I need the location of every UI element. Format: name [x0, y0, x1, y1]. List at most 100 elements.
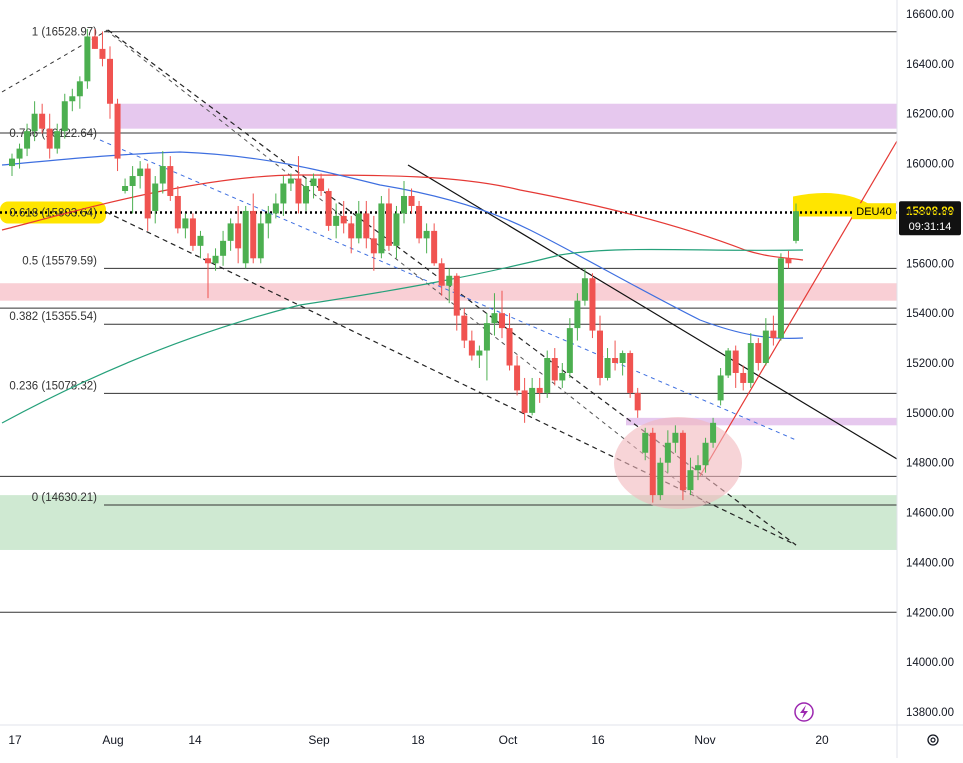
candle-body[interactable] [740, 372, 747, 383]
candle-body[interactable] [710, 422, 717, 443]
candle-body[interactable] [84, 36, 91, 82]
blue-dashed-channel[interactable] [99, 139, 797, 441]
candle-body[interactable] [725, 350, 732, 376]
green-zone[interactable] [0, 495, 897, 550]
purple-zone-lower[interactable] [626, 417, 897, 426]
candle-body[interactable] [370, 238, 377, 254]
candle-body[interactable] [499, 313, 505, 329]
candle-body[interactable] [393, 213, 400, 246]
candle-body[interactable] [174, 195, 181, 229]
candle-body[interactable] [679, 432, 686, 491]
candle-body[interactable] [333, 215, 340, 226]
candle-body[interactable] [416, 205, 423, 239]
candle-body[interactable] [431, 230, 438, 264]
candle-body[interactable] [76, 81, 83, 97]
candle-body[interactable] [755, 343, 762, 363]
candle-body[interactable] [167, 166, 174, 196]
candle-body[interactable] [363, 213, 370, 239]
candle-body[interactable] [770, 330, 777, 339]
candle-body[interactable] [287, 178, 294, 184]
candle-body[interactable] [325, 190, 332, 226]
candle-body[interactable] [61, 101, 68, 132]
candle-body[interactable] [107, 58, 113, 104]
candle-body[interactable] [340, 215, 347, 224]
candle-body[interactable] [581, 278, 588, 301]
candle-body[interactable] [16, 148, 23, 159]
candle-body[interactable] [114, 103, 121, 159]
candle-body[interactable] [483, 323, 490, 351]
candle-body[interactable] [423, 230, 430, 239]
candle-body[interactable] [54, 131, 61, 149]
candle-body[interactable] [785, 258, 792, 264]
candle-body[interactable] [303, 186, 309, 204]
candle-body[interactable] [46, 128, 53, 149]
candle-body[interactable] [205, 258, 211, 264]
gear-icon[interactable] [927, 734, 939, 746]
candle-body[interactable] [506, 328, 513, 366]
candle-body[interactable] [378, 203, 385, 254]
candle-body[interactable] [69, 96, 76, 102]
candle-body[interactable] [408, 195, 415, 206]
candle-body[interactable] [536, 387, 543, 393]
candle-body[interactable] [612, 358, 619, 363]
candle-body[interactable] [793, 211, 799, 241]
candle-body[interactable] [31, 113, 38, 132]
candle-body[interactable] [446, 275, 453, 286]
candle-body[interactable] [220, 240, 227, 256]
downtrend-line-solid[interactable] [407, 164, 898, 460]
candle-body[interactable] [491, 313, 498, 324]
candle-body[interactable] [144, 168, 151, 219]
candle-body[interactable] [39, 113, 46, 129]
candle-body[interactable] [461, 315, 468, 341]
candle-body[interactable] [717, 375, 724, 401]
candle-body[interactable] [189, 218, 196, 246]
candle-body[interactable] [99, 48, 106, 59]
candle-body[interactable] [544, 358, 551, 393]
candle-body[interactable] [589, 278, 596, 331]
symbol-tag[interactable] [852, 203, 896, 220]
candle-body[interactable] [265, 213, 272, 224]
uptrend-line-red[interactable] [699, 140, 898, 477]
candle-body[interactable] [9, 158, 15, 167]
candle-body[interactable] [129, 176, 136, 187]
candle-body[interactable] [664, 442, 671, 463]
candle-body[interactable] [318, 178, 325, 191]
candle-body[interactable] [385, 203, 392, 246]
candle-body[interactable] [272, 203, 279, 214]
candle-body[interactable] [182, 218, 189, 229]
candle-body[interactable] [732, 350, 739, 373]
candle-body[interactable] [453, 275, 460, 316]
candle-body[interactable] [227, 223, 234, 241]
candle-body[interactable] [295, 178, 302, 204]
candle-body[interactable] [597, 330, 603, 378]
candle-body[interactable] [257, 223, 264, 259]
candle-body[interactable] [627, 353, 634, 393]
candle-body[interactable] [280, 183, 287, 204]
diagonal-dashed[interactable] [105, 29, 709, 506]
candle-body[interactable] [514, 365, 521, 391]
candle-body[interactable] [551, 358, 558, 381]
candle-body[interactable] [657, 462, 664, 496]
candle-body[interactable] [574, 300, 581, 329]
candle-body[interactable] [687, 470, 694, 491]
candle-body[interactable] [566, 328, 573, 373]
purple-zone-upper[interactable] [115, 103, 897, 129]
candle-body[interactable] [152, 183, 159, 211]
candle-body[interactable] [310, 178, 317, 187]
candle-body[interactable] [521, 390, 528, 413]
lightning-bolt-icon[interactable] [794, 702, 814, 722]
candle-body[interactable] [649, 432, 656, 496]
candle-body[interactable] [559, 372, 566, 381]
candle-body[interactable] [355, 213, 362, 239]
candle-body[interactable] [137, 168, 144, 177]
candle-body[interactable] [619, 353, 626, 363]
candle-body[interactable] [438, 263, 445, 286]
candle-body[interactable] [642, 432, 649, 453]
candle-body[interactable] [702, 442, 709, 466]
candle-body[interactable] [401, 195, 407, 214]
candle-body[interactable] [348, 223, 355, 239]
candle-body[interactable] [476, 350, 483, 356]
candle-body[interactable] [235, 223, 242, 249]
candle-body[interactable] [747, 343, 754, 383]
